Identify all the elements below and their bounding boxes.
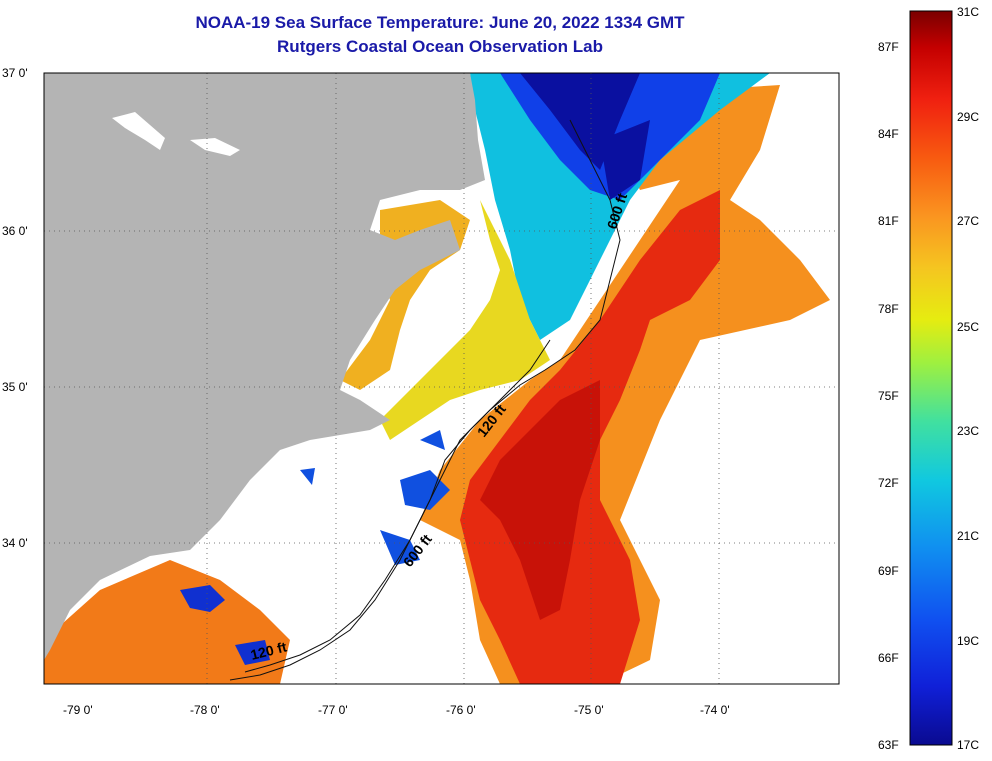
lon-label-75: -75 0' <box>574 703 604 717</box>
sst-southwest-cold-patch <box>180 585 270 665</box>
contour-120ft <box>244 339 551 673</box>
map-title: NOAA-19 Sea Surface Temperature: June 20… <box>195 13 685 32</box>
cb-c-19: 19C <box>957 634 980 648</box>
cb-c-21: 21C <box>957 529 980 543</box>
lon-label-78: -78 0' <box>190 703 220 717</box>
cb-c-27: 27C <box>957 214 980 228</box>
lon-label-76: -76 0' <box>446 703 476 717</box>
sst-scattered-patches <box>300 430 450 565</box>
lat-label-36: 36 0' <box>2 224 28 238</box>
cb-c-29: 29C <box>957 110 980 124</box>
lat-label-37: 37 0' <box>2 66 28 80</box>
lat-label-34: 34 0' <box>2 536 28 550</box>
land-mass <box>44 73 485 660</box>
cb-c-31: 31C <box>957 5 980 19</box>
cb-f-72: 72F <box>878 476 899 490</box>
plot-frame <box>43 72 840 685</box>
lon-label-74: -74 0' <box>700 703 730 717</box>
cb-f-81: 81F <box>878 214 899 228</box>
cb-f-78: 78F <box>878 302 899 316</box>
inland-water <box>112 112 240 156</box>
sst-southwest-region <box>44 560 290 684</box>
sst-mid-region <box>380 200 550 440</box>
cb-c-17: 17C <box>957 738 980 752</box>
cb-f-84: 84F <box>878 127 899 141</box>
lon-label-79: -79 0' <box>63 703 93 717</box>
cb-f-66: 66F <box>878 651 899 665</box>
cb-c-23: 23C <box>957 424 980 438</box>
colorbar <box>909 10 953 746</box>
lat-label-35: 35 0' <box>2 380 28 394</box>
cb-f-75: 75F <box>878 389 899 403</box>
map-subtitle: Rutgers Coastal Ocean Observation Lab <box>277 37 603 56</box>
lon-label-77: -77 0' <box>318 703 348 717</box>
sst-core-region <box>480 380 600 620</box>
cb-c-25: 25C <box>957 320 980 334</box>
cb-f-63: 63F <box>878 738 899 752</box>
cb-f-87: 87F <box>878 40 899 54</box>
sst-coldest-region <box>520 73 650 200</box>
cb-f-69: 69F <box>878 564 899 578</box>
